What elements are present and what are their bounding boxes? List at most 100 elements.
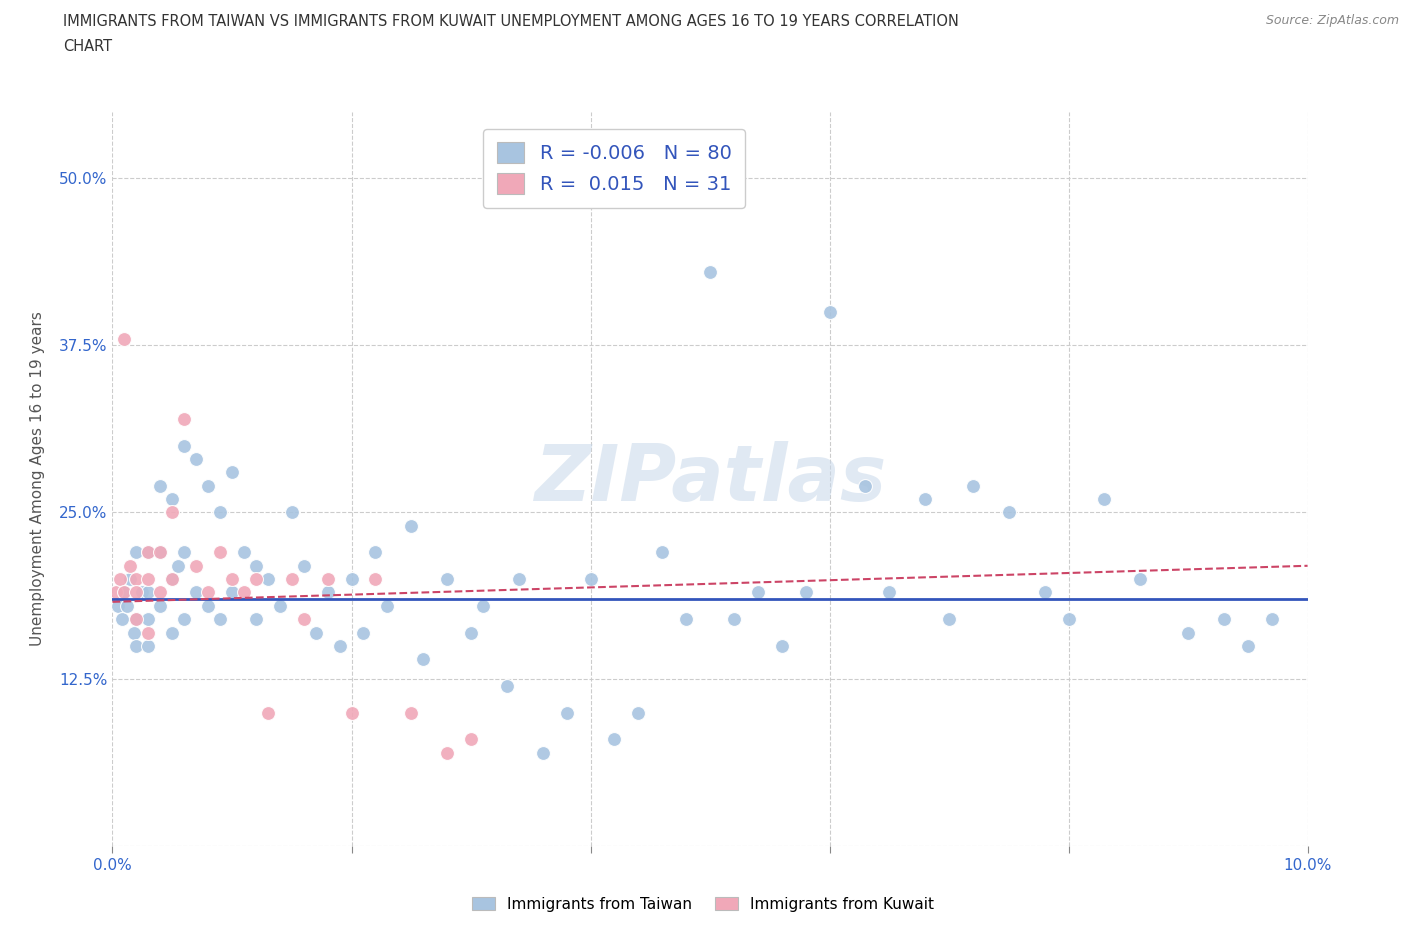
Point xyxy=(138,572,160,587)
Point xyxy=(377,598,399,613)
Point xyxy=(818,304,841,319)
Point xyxy=(115,598,138,613)
Point xyxy=(962,478,984,493)
Point xyxy=(579,572,602,587)
Point xyxy=(401,518,423,533)
Point xyxy=(1213,612,1236,627)
Point xyxy=(125,639,148,654)
Text: ZIPatlas: ZIPatlas xyxy=(534,441,886,517)
Point xyxy=(472,598,495,613)
Point xyxy=(281,505,304,520)
Point xyxy=(162,572,183,587)
Point xyxy=(111,612,134,627)
Point xyxy=(186,585,208,600)
Point xyxy=(138,545,160,560)
Point xyxy=(221,465,243,480)
Point xyxy=(209,612,232,627)
Point xyxy=(138,585,160,600)
Point xyxy=(125,612,148,627)
Point xyxy=(340,705,363,720)
Point xyxy=(879,585,901,600)
Text: Source: ZipAtlas.com: Source: ZipAtlas.com xyxy=(1265,14,1399,27)
Point xyxy=(167,558,190,573)
Point xyxy=(197,478,219,493)
Point xyxy=(292,612,315,627)
Point xyxy=(460,732,482,747)
Point xyxy=(245,612,267,627)
Point xyxy=(162,625,183,640)
Point xyxy=(651,545,673,560)
Point xyxy=(173,438,195,453)
Point xyxy=(747,585,769,600)
Point xyxy=(105,585,128,600)
Point xyxy=(412,652,434,667)
Text: CHART: CHART xyxy=(63,39,112,54)
Point xyxy=(197,585,219,600)
Point xyxy=(627,705,650,720)
Point xyxy=(138,612,160,627)
Point xyxy=(108,572,131,587)
Point xyxy=(233,585,256,600)
Point xyxy=(209,505,232,520)
Point xyxy=(162,492,183,507)
Point xyxy=(364,572,387,587)
Point xyxy=(245,572,267,587)
Point xyxy=(794,585,817,600)
Point xyxy=(508,572,530,587)
Point xyxy=(364,545,387,560)
Point xyxy=(1261,612,1284,627)
Point xyxy=(114,331,135,346)
Point xyxy=(149,478,172,493)
Point xyxy=(292,558,315,573)
Point xyxy=(436,572,458,587)
Point xyxy=(305,625,328,640)
Point xyxy=(125,545,148,560)
Point xyxy=(114,585,135,600)
Point xyxy=(1094,492,1116,507)
Point xyxy=(245,558,267,573)
Point xyxy=(186,451,208,466)
Point xyxy=(496,679,519,694)
Point xyxy=(149,545,172,560)
Point xyxy=(460,625,482,640)
Point xyxy=(699,264,721,279)
Y-axis label: Unemployment Among Ages 16 to 19 years: Unemployment Among Ages 16 to 19 years xyxy=(31,312,45,646)
Point xyxy=(149,585,172,600)
Point xyxy=(138,625,160,640)
Point xyxy=(197,598,219,613)
Point xyxy=(173,411,195,426)
Point xyxy=(125,585,148,600)
Point xyxy=(1033,585,1056,600)
Point xyxy=(131,585,153,600)
Point xyxy=(107,598,129,613)
Point xyxy=(125,572,148,587)
Legend: R = -0.006   N = 80, R =  0.015   N = 31: R = -0.006 N = 80, R = 0.015 N = 31 xyxy=(484,128,745,208)
Point xyxy=(257,572,280,587)
Point xyxy=(120,558,142,573)
Point xyxy=(186,558,208,573)
Point xyxy=(340,572,363,587)
Point xyxy=(162,572,183,587)
Point xyxy=(162,505,183,520)
Point xyxy=(1057,612,1080,627)
Point xyxy=(353,625,375,640)
Point xyxy=(221,572,243,587)
Point xyxy=(281,572,304,587)
Point xyxy=(173,612,195,627)
Point xyxy=(436,745,458,760)
Point xyxy=(723,612,745,627)
Point xyxy=(770,639,793,654)
Point xyxy=(1237,639,1260,654)
Point xyxy=(120,572,142,587)
Point xyxy=(329,639,352,654)
Point xyxy=(233,545,256,560)
Point xyxy=(149,598,172,613)
Point xyxy=(603,732,626,747)
Point xyxy=(855,478,877,493)
Point xyxy=(401,705,423,720)
Point xyxy=(125,612,148,627)
Point xyxy=(221,585,243,600)
Text: IMMIGRANTS FROM TAIWAN VS IMMIGRANTS FROM KUWAIT UNEMPLOYMENT AMONG AGES 16 TO 1: IMMIGRANTS FROM TAIWAN VS IMMIGRANTS FRO… xyxy=(63,14,959,29)
Point xyxy=(114,585,135,600)
Point xyxy=(138,545,160,560)
